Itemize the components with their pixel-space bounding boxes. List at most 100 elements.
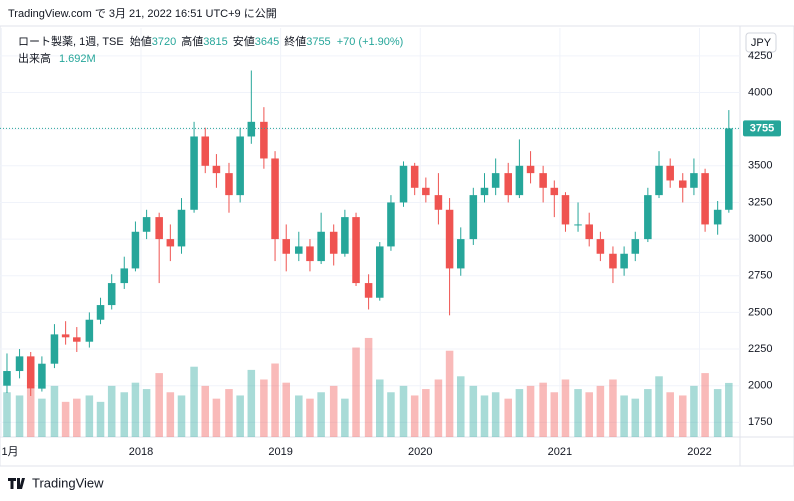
- volume-bar: [212, 398, 221, 437]
- volume-bar: [644, 389, 652, 437]
- candle-body: [620, 253, 628, 269]
- y-tick-label: 2250: [748, 343, 772, 355]
- footer-brand: TradingView: [32, 475, 104, 490]
- volume-bar: [73, 398, 81, 437]
- candle-body: [73, 337, 81, 342]
- candle-body: [247, 121, 256, 137]
- plot: [0, 28, 740, 437]
- legend-volume-line: 出来高 1.692M: [18, 51, 96, 65]
- candle-body: [201, 136, 210, 166]
- candle-body: [364, 283, 373, 298]
- candle-body: [166, 239, 175, 247]
- volume-bar: [247, 369, 256, 437]
- volume-bar: [469, 385, 478, 437]
- candle-body: [526, 165, 535, 174]
- candle-body: [561, 195, 570, 225]
- currency[interactable]: JPY: [751, 37, 772, 49]
- candle-body: [155, 217, 163, 240]
- volume-bar: [190, 366, 198, 437]
- y-tick-label: 4000: [748, 86, 772, 98]
- volume-bar: [491, 392, 500, 437]
- legend-line: ロート製薬, 1週, TSE 始値3720 高値3815 安値3645 終値3755 +7…: [18, 34, 403, 48]
- candle-body: [260, 121, 268, 159]
- last-price-box: [743, 120, 781, 137]
- volume-bar: [631, 398, 640, 437]
- legend-open-label: 始値: [130, 34, 152, 48]
- candle-body: [713, 209, 722, 225]
- volume-bar: [201, 385, 210, 437]
- candle-body: [177, 209, 186, 247]
- candle-body: [61, 334, 70, 338]
- candle-body: [271, 158, 279, 240]
- candle-body: [225, 173, 233, 196]
- x-tick-label: 2022: [687, 446, 711, 458]
- volume-bar: [399, 385, 408, 437]
- y-tick-label: 3250: [748, 196, 772, 208]
- volume-bar: [504, 398, 512, 437]
- volume-bar: [725, 382, 733, 437]
- volume-bar: [445, 350, 454, 437]
- volume-bar: [61, 401, 70, 437]
- candle-body: [236, 136, 244, 196]
- volume-bar: [410, 395, 419, 437]
- candle-body: [190, 136, 198, 210]
- candle-body: [434, 195, 443, 210]
- volume-bar: [515, 389, 524, 437]
- volume-bar: [282, 382, 290, 437]
- candle-body: [352, 217, 360, 284]
- candle-body: [609, 253, 617, 269]
- candle-body: [515, 165, 524, 196]
- legend-volume: 1.692M: [59, 53, 96, 65]
- legend-low: 3645: [255, 36, 279, 48]
- currency-box[interactable]: [745, 32, 777, 53]
- candle-body: [469, 195, 478, 240]
- volume-bar: [329, 385, 338, 437]
- volume-bar: [609, 379, 617, 437]
- candle-body: [387, 202, 395, 247]
- legend-close: 3755: [306, 36, 330, 48]
- candle-body: [107, 283, 116, 306]
- y-tick-label: 3000: [748, 233, 772, 245]
- candle-body: [212, 165, 221, 174]
- volume-bar: [155, 373, 163, 437]
- volume-bar: [690, 385, 698, 437]
- candle-body: [120, 268, 129, 284]
- volume-bar: [85, 395, 94, 437]
- candle-body: [690, 173, 698, 188]
- footer-logo: TradingView: [8, 475, 104, 490]
- volume-bar: [701, 373, 709, 437]
- candle-body: [596, 239, 605, 254]
- volume-bar: [352, 347, 360, 437]
- volume-bar: [666, 392, 674, 437]
- candle-body: [15, 356, 24, 372]
- candle-body: [3, 371, 11, 386]
- candle-body: [445, 209, 454, 269]
- candle-body: [574, 224, 582, 226]
- volume-bar: [376, 379, 384, 437]
- y-tick-label: 2750: [748, 270, 772, 282]
- candle-body: [26, 356, 35, 389]
- candle-body: [295, 246, 303, 254]
- volume-bar: [456, 376, 465, 437]
- candle-body: [725, 128, 733, 210]
- legend-change: +70 (+1.90%): [337, 36, 404, 48]
- candle-body: [666, 165, 674, 181]
- volume-bar: [317, 392, 325, 437]
- candle-body: [282, 239, 290, 254]
- volume-bar: [295, 395, 303, 437]
- x-tick-label: 2019: [268, 446, 292, 458]
- candle-body: [317, 231, 325, 262]
- candle-body: [329, 231, 338, 254]
- volume-bar: [480, 395, 489, 437]
- legend-open: 3720: [152, 36, 176, 48]
- candle-body: [142, 217, 151, 232]
- candle-body: [50, 334, 59, 364]
- volume-bar: [142, 389, 151, 437]
- candle-body: [456, 239, 465, 269]
- candle-body: [410, 165, 419, 188]
- header-title: TradingView.com で 3月 21, 2022 16:51 UTC+…: [8, 7, 277, 20]
- candle-body: [96, 305, 105, 320]
- legend-close-label: 終値: [284, 34, 306, 48]
- y-tick-label: 2000: [748, 380, 772, 392]
